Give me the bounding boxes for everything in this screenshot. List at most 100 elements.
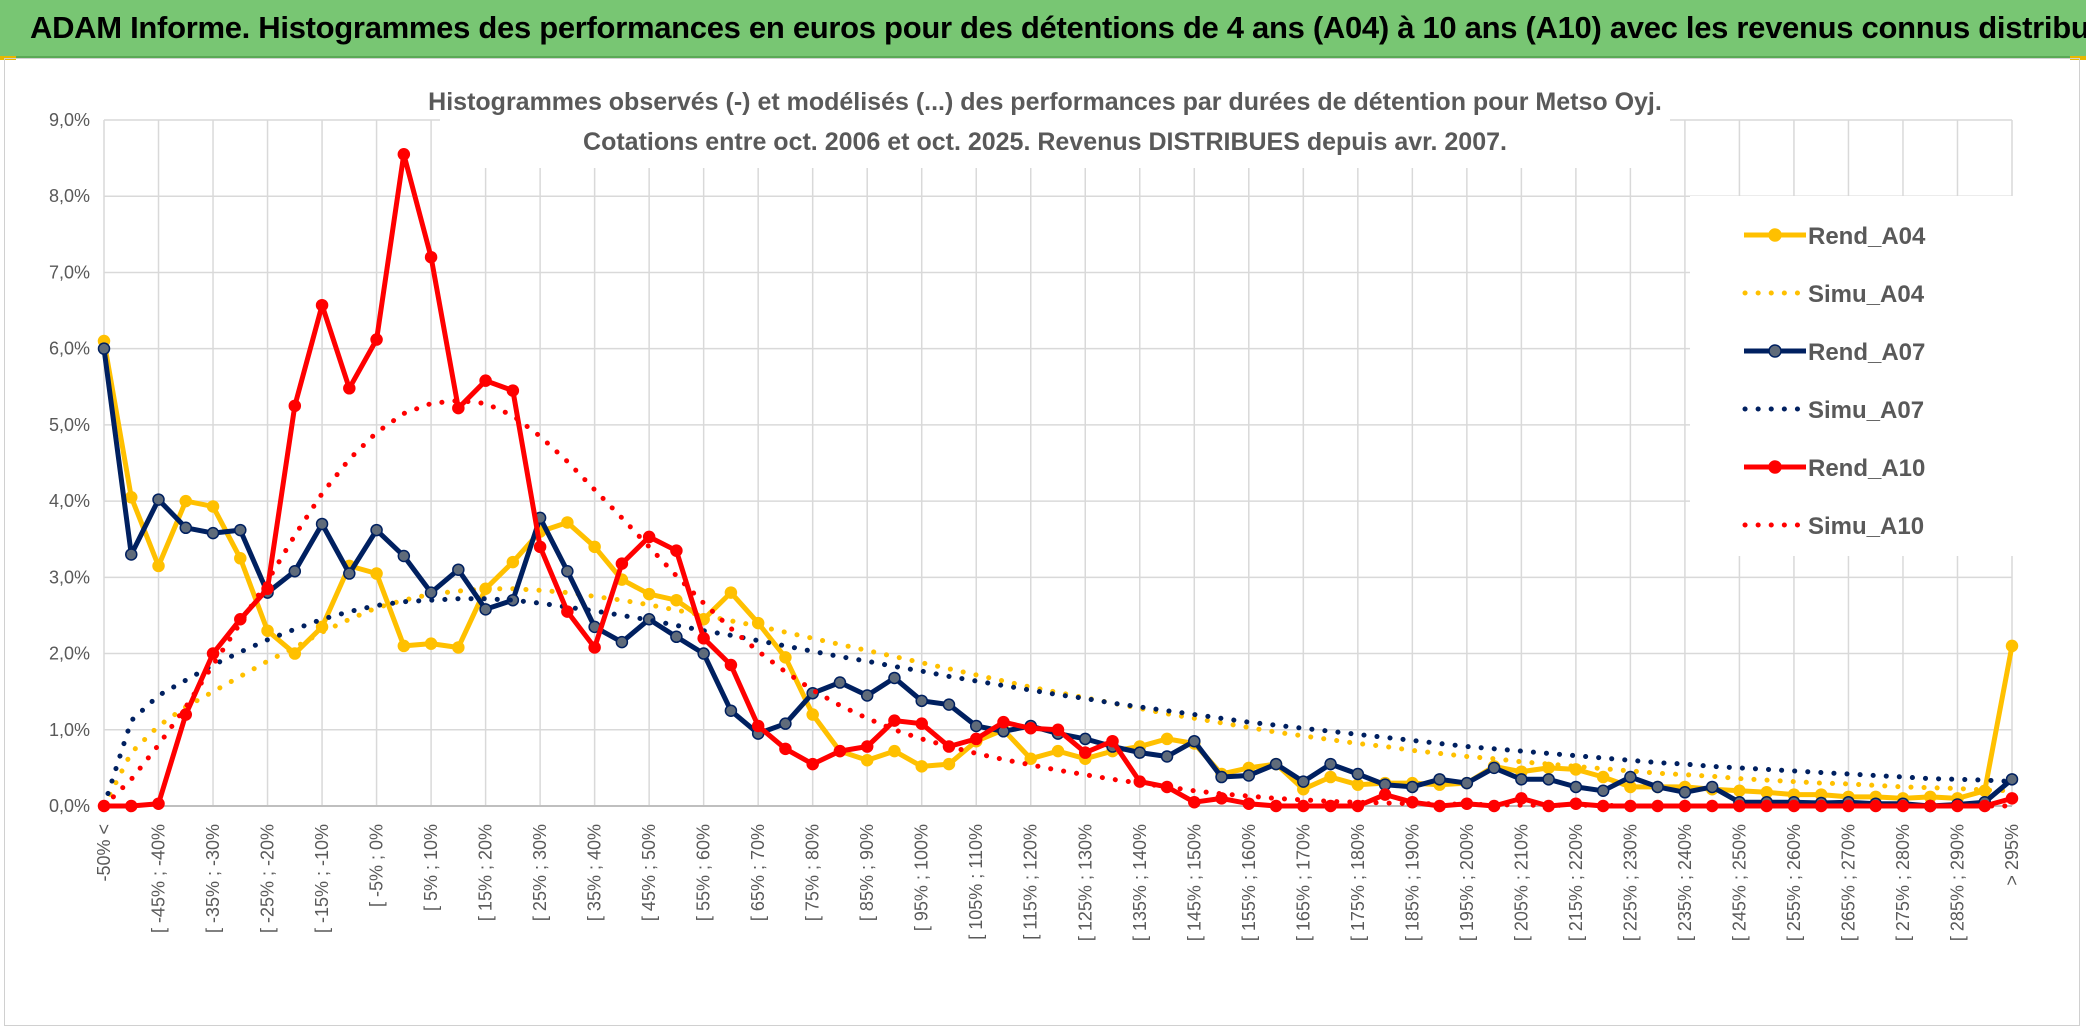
x-tick-label: [ 115% ; 120% xyxy=(1021,824,1041,940)
x-tick-label: [ -5% ; 0% xyxy=(367,824,387,907)
data-point xyxy=(806,757,819,771)
x-tick-label: [ -35% ; -30% xyxy=(203,824,223,933)
data-point xyxy=(479,374,492,387)
data-point xyxy=(1269,799,1283,813)
data-point xyxy=(751,719,765,733)
data-point xyxy=(1596,784,1610,798)
data-point xyxy=(1460,776,1474,790)
y-tick-label: 5,0% xyxy=(49,415,90,435)
data-point xyxy=(779,742,792,756)
banner-title: ADAM Informe. Histogrammes des performan… xyxy=(30,10,2086,45)
data-point xyxy=(452,641,465,654)
data-point xyxy=(670,544,683,557)
data-point xyxy=(125,491,138,504)
data-point xyxy=(642,530,656,544)
data-point xyxy=(125,799,138,813)
data-point xyxy=(533,540,547,554)
x-tick-label: [ 95% ; 100% xyxy=(912,824,932,931)
data-point xyxy=(315,298,329,312)
data-point xyxy=(915,760,928,773)
data-point xyxy=(1242,769,1256,782)
data-point xyxy=(724,658,738,672)
data-point xyxy=(670,630,683,644)
data-point xyxy=(1297,799,1310,813)
legend-item-simu_a04: Simu_A04 xyxy=(1742,281,1925,308)
x-tick-label: [ 15% ; 20% xyxy=(476,824,496,921)
data-point xyxy=(615,635,629,649)
series-simu_a04 xyxy=(101,586,2015,809)
data-point xyxy=(779,651,792,664)
data-point xyxy=(1433,773,1446,786)
data-point xyxy=(1705,780,1719,794)
data-point xyxy=(724,704,738,717)
data-point xyxy=(179,708,193,721)
data-point xyxy=(969,732,983,746)
data-point xyxy=(942,757,956,771)
legend-marker xyxy=(1768,228,1782,242)
data-point xyxy=(1406,780,1419,794)
legend-item-simu_a07: Simu_A07 xyxy=(1742,397,1924,424)
y-tick-label: 1,0% xyxy=(49,720,90,740)
data-point xyxy=(370,567,383,580)
y-tick-label: 0,0% xyxy=(49,796,90,816)
data-point xyxy=(1079,732,1092,746)
x-tick-label: [ -25% ; -20% xyxy=(258,824,278,933)
x-tick-label: [ 275% ; 280% xyxy=(1893,824,1913,941)
data-point xyxy=(642,587,656,601)
data-point xyxy=(888,671,901,685)
legend-label: Simu_A07 xyxy=(1808,397,1924,424)
legend-marker xyxy=(1768,460,1782,474)
data-point xyxy=(288,564,302,578)
data-point xyxy=(588,540,601,554)
data-point xyxy=(2005,773,2019,786)
y-tick-label: 3,0% xyxy=(49,567,90,587)
data-point xyxy=(452,563,465,576)
x-tick-label: [ 135% ; 140% xyxy=(1130,824,1150,941)
x-tick-label: [ 105% ; 110% xyxy=(966,824,986,940)
data-point xyxy=(1079,746,1092,759)
legend-item-rend_a07: Rend_A07 xyxy=(1744,339,1925,366)
data-point xyxy=(1651,780,1664,794)
data-point xyxy=(997,715,1010,729)
data-point xyxy=(860,689,874,702)
data-point xyxy=(152,493,165,506)
y-tick-label: 2,0% xyxy=(49,644,90,664)
data-point xyxy=(424,586,438,599)
data-point xyxy=(1351,767,1365,781)
data-point xyxy=(125,548,138,561)
data-point xyxy=(1215,770,1228,784)
data-point xyxy=(234,523,247,537)
data-point xyxy=(915,694,928,708)
y-tick-label: 4,0% xyxy=(49,491,90,511)
data-point xyxy=(206,500,220,513)
x-tick-label: > 295% xyxy=(2002,824,2022,886)
data-point xyxy=(1242,797,1256,810)
data-point xyxy=(1324,770,1337,784)
data-point xyxy=(1596,770,1610,784)
x-tick-label: [ 245% ; 250% xyxy=(1729,824,1749,941)
y-tick-label: 9,0% xyxy=(49,110,90,130)
data-point xyxy=(397,148,411,161)
data-point xyxy=(1188,734,1201,748)
data-point xyxy=(1133,746,1147,759)
data-point xyxy=(234,552,247,565)
data-point xyxy=(370,333,383,346)
x-tick-label: [ 255% ; 260% xyxy=(1784,824,1804,941)
legend-label: Simu_A10 xyxy=(1808,513,1924,540)
x-tick-label: [ 265% ; 270% xyxy=(1838,824,1858,941)
data-point xyxy=(588,641,601,654)
legend: Rend_A04 Simu_A04 Rend_A07 Simu_A07 Rend_A10… xyxy=(1742,223,1926,540)
data-point xyxy=(1324,799,1337,813)
data-point xyxy=(424,250,438,264)
y-tick-label: 7,0% xyxy=(49,262,90,282)
legend-item-rend_a04: Rend_A04 xyxy=(1744,223,1926,250)
x-axis: -50% < [ -45% ; -40% [ -35% ; -30% [ -25% ;… xyxy=(94,824,2022,941)
data-point xyxy=(1351,778,1365,791)
data-point xyxy=(915,717,928,730)
x-tick-label: [ 65% ; 70% xyxy=(748,824,768,921)
data-point xyxy=(969,719,983,733)
x-tick-label: [ 165% ; 170% xyxy=(1293,824,1313,941)
x-tick-label: [ 125% ; 130% xyxy=(1075,824,1095,941)
data-point xyxy=(561,605,574,618)
data-point xyxy=(479,603,492,616)
